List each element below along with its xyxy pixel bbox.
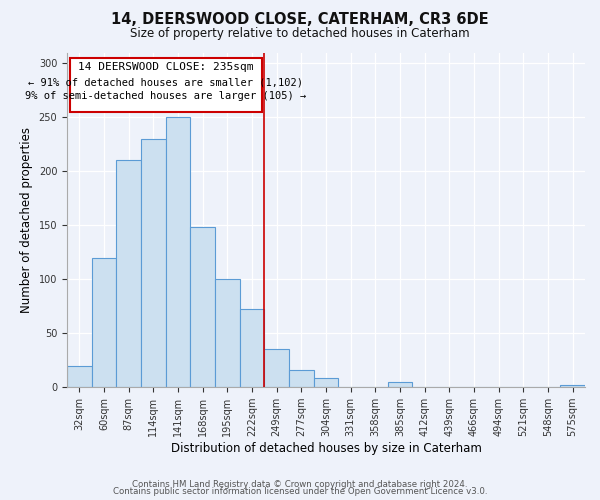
X-axis label: Distribution of detached houses by size in Caterham: Distribution of detached houses by size …	[170, 442, 481, 455]
Bar	[190, 228, 215, 387]
Bar	[265, 350, 289, 387]
Text: Size of property relative to detached houses in Caterham: Size of property relative to detached ho…	[130, 28, 470, 40]
Bar	[388, 382, 412, 387]
Bar	[116, 160, 141, 387]
Text: ← 91% of detached houses are smaller (1,102): ← 91% of detached houses are smaller (1,…	[28, 78, 303, 88]
Text: 14 DEERSWOOD CLOSE: 235sqm: 14 DEERSWOOD CLOSE: 235sqm	[78, 62, 253, 72]
Bar	[240, 310, 265, 387]
Bar	[289, 370, 314, 387]
Bar	[141, 139, 166, 387]
Text: 9% of semi-detached houses are larger (105) →: 9% of semi-detached houses are larger (1…	[25, 92, 307, 102]
Bar	[67, 366, 92, 387]
Bar	[215, 279, 240, 387]
Text: Contains HM Land Registry data © Crown copyright and database right 2024.: Contains HM Land Registry data © Crown c…	[132, 480, 468, 489]
Bar	[560, 385, 585, 387]
Bar	[166, 118, 190, 387]
Bar	[92, 258, 116, 387]
Y-axis label: Number of detached properties: Number of detached properties	[20, 127, 33, 313]
Bar	[314, 378, 338, 387]
Text: Contains public sector information licensed under the Open Government Licence v3: Contains public sector information licen…	[113, 487, 487, 496]
Text: 14, DEERSWOOD CLOSE, CATERHAM, CR3 6DE: 14, DEERSWOOD CLOSE, CATERHAM, CR3 6DE	[111, 12, 489, 28]
FancyBboxPatch shape	[70, 58, 262, 112]
